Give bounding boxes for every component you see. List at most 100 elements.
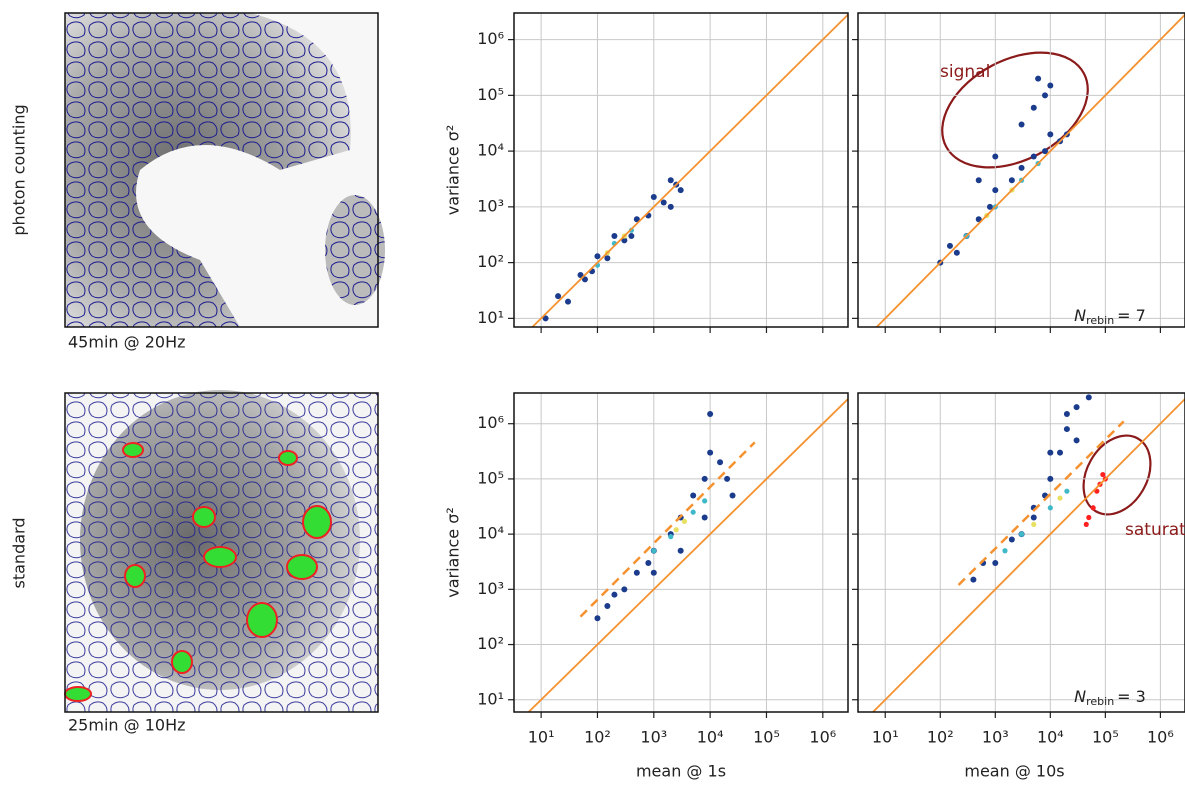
x-tick-label: 10⁵	[1092, 728, 1119, 747]
line	[531, 13, 848, 327]
point	[594, 253, 601, 260]
plot-frame	[857, 12, 1185, 328]
point	[1018, 531, 1025, 537]
line	[875, 13, 1185, 327]
y-tick-label: 10⁶	[477, 29, 504, 48]
plot-area	[531, 13, 848, 327]
point	[1047, 505, 1053, 511]
x-axis-label: mean @ 10s	[964, 762, 1064, 781]
point	[1041, 148, 1048, 155]
plot-area	[875, 13, 1185, 327]
point	[681, 518, 688, 525]
point	[1085, 394, 1092, 401]
point	[1030, 104, 1037, 111]
y-tick-label: 10⁴	[477, 524, 504, 543]
y-tick-label: 10³	[477, 196, 504, 215]
point	[729, 492, 736, 499]
point	[1064, 488, 1070, 494]
row-label: photon counting	[10, 104, 29, 235]
dashed-line	[579, 441, 756, 618]
point	[1086, 514, 1092, 521]
point	[1073, 437, 1080, 444]
point	[701, 514, 708, 521]
rebin-value: = 3	[1117, 687, 1146, 706]
point	[690, 492, 697, 499]
point	[1008, 536, 1015, 543]
rebin-subscript: rebin	[1086, 314, 1114, 327]
image-caption: 45min @ 20Hz	[68, 333, 186, 352]
x-tick-label: 10²	[584, 728, 611, 747]
chart-panel: signal Nrebin = 7	[852, 12, 1185, 333]
point	[621, 237, 628, 244]
point	[677, 547, 684, 554]
x-tick-label: 10¹	[872, 728, 899, 747]
rebin-symbol: N	[1074, 306, 1086, 325]
point	[1073, 404, 1080, 411]
y-tick-label: 10²	[477, 634, 504, 653]
point	[992, 187, 999, 194]
image-caption: 25min @ 10Hz	[68, 716, 186, 735]
point	[1031, 521, 1037, 528]
point	[611, 233, 618, 240]
y-tick-label: 10¹	[477, 308, 504, 327]
point	[1047, 475, 1054, 482]
point	[975, 216, 982, 223]
point	[1100, 471, 1106, 478]
x-tick-label: 10¹	[528, 728, 555, 747]
x-tick-label: 10³	[640, 728, 667, 747]
point	[1090, 505, 1096, 511]
line	[527, 397, 848, 712]
plot-area	[527, 397, 848, 712]
point	[1030, 514, 1037, 521]
point	[555, 293, 562, 300]
x-axis-label: mean @ 1s	[636, 762, 726, 781]
rebin-label: Nrebin = 3	[1074, 687, 1146, 709]
point	[667, 203, 674, 210]
plot-frame	[513, 392, 849, 713]
point	[633, 216, 640, 223]
point	[628, 233, 635, 240]
point	[1063, 426, 1070, 433]
point	[1041, 92, 1048, 99]
x-tick-label: 10²	[927, 728, 954, 747]
y-tick-label: 10⁵	[477, 468, 504, 487]
annotation: signal	[940, 62, 990, 82]
point	[577, 271, 584, 278]
rebin-label: Nrebin = 7	[1074, 306, 1146, 328]
x-tick-label: 10⁶	[809, 728, 836, 747]
x-tick-label: 10⁴	[697, 728, 724, 747]
plot-frame	[513, 12, 849, 328]
point	[701, 475, 708, 482]
rebin-subscript: rebin	[1086, 695, 1114, 708]
point	[650, 194, 657, 201]
point	[1083, 521, 1089, 528]
saturated-ellipse	[1082, 434, 1152, 516]
point	[1008, 177, 1015, 184]
point	[645, 559, 652, 566]
x-tick-label: 10³	[982, 728, 1009, 747]
point	[581, 276, 588, 283]
point	[565, 298, 572, 305]
point	[975, 177, 982, 184]
point	[717, 459, 724, 466]
point	[1047, 449, 1054, 456]
row-label: standard	[10, 518, 29, 589]
point	[594, 615, 601, 622]
point	[986, 203, 993, 210]
y-axis-label: variance σ²	[444, 507, 463, 598]
point	[604, 255, 611, 262]
point	[1047, 82, 1054, 89]
chart-panel: 10¹ 10² 10³ 10⁴ 10⁵ 10⁶ variance σ²	[444, 12, 849, 333]
point	[1057, 495, 1063, 501]
point	[707, 410, 714, 417]
point	[1018, 164, 1025, 171]
rebin-symbol: N	[1074, 687, 1086, 706]
point	[604, 602, 611, 609]
x-tick-label: 10⁶	[1147, 728, 1174, 747]
y-axis-label: variance σ²	[444, 125, 463, 216]
point	[1035, 75, 1042, 82]
x-tick-label: 10⁴	[1037, 728, 1064, 747]
point	[667, 177, 674, 184]
point	[1057, 449, 1064, 456]
